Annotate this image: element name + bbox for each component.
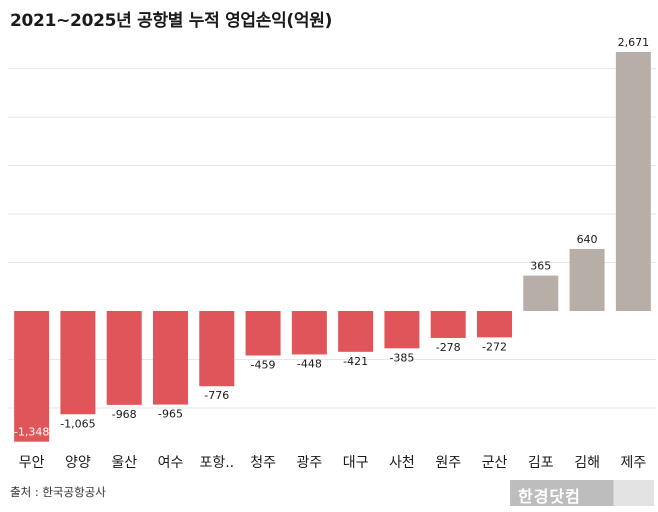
value-label: 640: [577, 233, 598, 246]
brand-logo: 한경닷컴: [510, 480, 654, 506]
bar-김해: [569, 248, 605, 311]
bar-여수: [153, 311, 188, 405]
value-label: -459: [251, 359, 276, 372]
chart-title: 2021~2025년 공항별 누적 영업손익(억원): [10, 11, 333, 31]
category-label: 양양: [65, 455, 91, 471]
value-label: -278: [436, 341, 461, 354]
value-label: -968: [112, 408, 137, 421]
bar-대구: [338, 311, 374, 352]
category-label: 김해: [574, 455, 600, 471]
value-label: -272: [482, 340, 507, 353]
value-label: -1,348: [14, 426, 49, 439]
value-label: -965: [158, 408, 183, 421]
category-label: 김포: [528, 455, 554, 471]
value-label: -1,065: [60, 417, 95, 430]
bar-청주: [245, 311, 281, 356]
bar-김포: [523, 275, 559, 311]
bar-양양: [60, 311, 96, 415]
category-label: 청주: [250, 455, 276, 471]
value-label: -776: [204, 389, 229, 402]
value-label: 2,671: [618, 36, 650, 49]
category-label: 여수: [158, 455, 184, 471]
bar-제주: [615, 52, 651, 311]
value-label: -421: [343, 355, 368, 368]
category-label: 제주: [620, 455, 646, 471]
bar-무안: [14, 311, 50, 442]
value-label: 365: [530, 260, 551, 273]
value-label: -385: [389, 351, 414, 364]
category-label: 포항..: [199, 455, 234, 471]
category-label: 광주: [296, 455, 322, 471]
value-label: -448: [297, 357, 322, 370]
bar-원주: [430, 311, 466, 338]
category-label: 원주: [435, 455, 461, 471]
source-note: 출처 : 한국공항공사: [10, 485, 106, 499]
bar-포항..: [199, 311, 235, 387]
bar-울산: [106, 311, 142, 405]
bar-군산: [477, 311, 512, 338]
brand-logo-text: 한경닷컴: [518, 487, 581, 506]
category-label: 사천: [389, 455, 415, 471]
bar-사천: [384, 311, 420, 349]
category-label: 군산: [482, 455, 508, 471]
category-label: 무안: [19, 455, 45, 471]
bar-광주: [291, 311, 327, 355]
category-label: 울산: [111, 455, 137, 471]
category-label: 대구: [343, 455, 369, 471]
